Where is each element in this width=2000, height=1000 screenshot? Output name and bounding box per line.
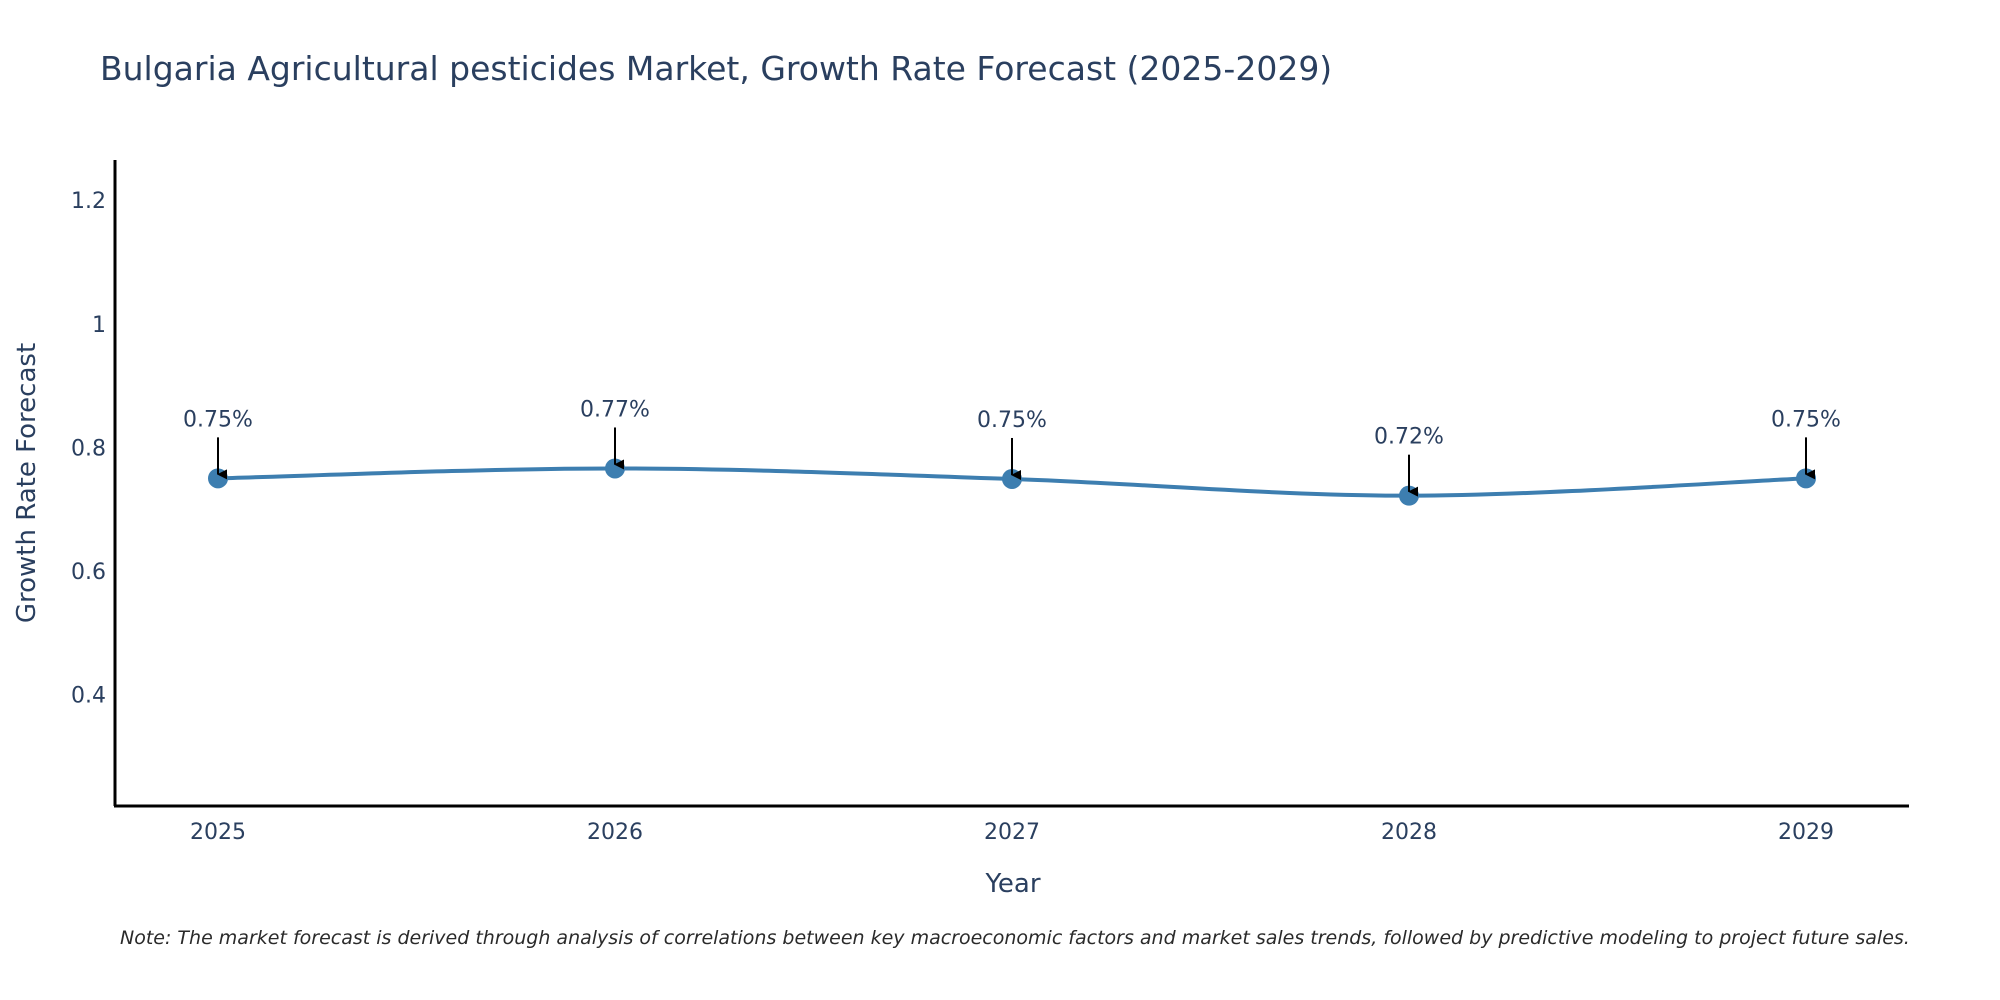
data-label: 0.75% xyxy=(977,408,1047,433)
data-label: 0.75% xyxy=(183,407,253,432)
x-tick-label: 2028 xyxy=(1381,820,1437,845)
x-tick-label: 2029 xyxy=(1778,820,1834,845)
data-label: 0.77% xyxy=(580,397,650,422)
data-label: 0.72% xyxy=(1374,425,1444,450)
y-tick-label: 1.2 xyxy=(71,189,106,214)
x-tick-label: 2026 xyxy=(587,820,643,845)
y-tick-label: 0.8 xyxy=(71,436,106,461)
footnote: Note: The market forecast is derived thr… xyxy=(120,927,1910,949)
data-label: 0.75% xyxy=(1771,407,1841,432)
x-tick-label: 2025 xyxy=(190,820,246,845)
y-axis-ticks: 0.4 0.6 0.8 1 1.2 xyxy=(71,189,106,709)
y-axis-title: Growth Rate Forecast xyxy=(12,343,42,623)
y-tick-label: 0.6 xyxy=(71,560,106,585)
data-annotations: 0.75% 0.77% 0.75% 0.72% 0.75% xyxy=(183,397,1841,497)
y-tick-label: 1 xyxy=(92,313,106,338)
x-axis-title: Year xyxy=(984,869,1040,899)
y-tick-label: 0.4 xyxy=(71,684,106,709)
x-tick-label: 2027 xyxy=(984,820,1040,845)
chart-title: Bulgaria Agricultural pesticides Market,… xyxy=(100,49,1332,88)
x-axis-ticks: 2025 2026 2027 2028 2029 xyxy=(190,820,1834,845)
